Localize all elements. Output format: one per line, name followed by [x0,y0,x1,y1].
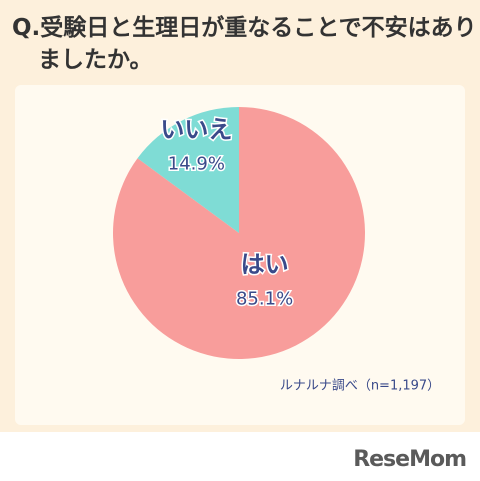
brand-logo: ReseMom [353,447,467,472]
slice-label: はい [241,251,289,279]
pie-slice [137,107,239,233]
slice-label: いいえ [160,116,232,144]
source-note: ルナルナ調べ（n=1,197） [280,379,440,394]
value-label: 85.1% [236,289,293,310]
footer [0,432,480,481]
chart-title: Q.受験日と生理日が重なることで不安はありましたか。 [12,15,477,73]
value-label: 14.9% [168,154,225,175]
